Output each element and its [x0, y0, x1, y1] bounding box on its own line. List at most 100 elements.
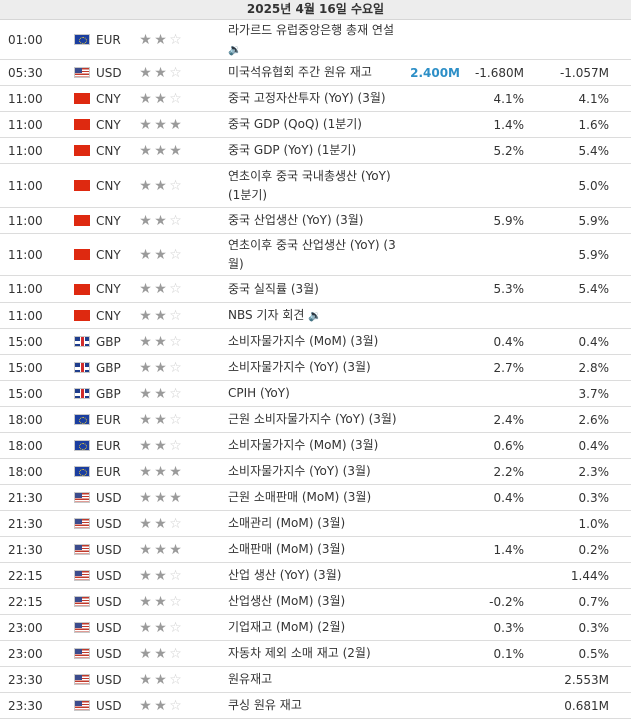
- event-name[interactable]: 연초이후 중국 산업생산 (YoY) (3월): [228, 234, 398, 275]
- speaker-icon[interactable]: 🔉: [228, 42, 242, 56]
- event-row[interactable]: 15:00 GBP ★ ★ ☆ CPIH (YoY) 3.7%: [0, 381, 631, 407]
- event-name-text[interactable]: 중국 GDP (QoQ) (1분기): [228, 117, 362, 131]
- event-row[interactable]: 22:15 USD ★ ★ ☆ 산업생산 (MoM) (3월) -0.2% 0.7%: [0, 589, 631, 615]
- event-name[interactable]: CPIH (YoY): [228, 381, 398, 406]
- event-name-text[interactable]: 중국 산업생산 (YoY) (3월): [228, 213, 364, 227]
- event-row[interactable]: 22:15 USD ★ ★ ☆ 산업 생산 (YoY) (3월) 1.44%: [0, 563, 631, 589]
- event-name-text[interactable]: 근원 소매판매 (MoM) (3월): [228, 490, 372, 504]
- event-name[interactable]: 소매판매 (MoM) (3월): [228, 537, 398, 562]
- previous-value: -1.057M: [559, 65, 609, 80]
- event-row[interactable]: 21:30 USD ★ ★ ★ 소매판매 (MoM) (3월) 1.4% 0.2%: [0, 537, 631, 563]
- star-filled-icon: ★: [154, 489, 167, 506]
- event-name-text[interactable]: 소비자물가지수 (MoM) (3월): [228, 438, 379, 452]
- actual-value: [398, 138, 460, 163]
- calendar-rows: 01:00 EUR ★ ★ ☆ 라가르드 유럽중앙은행 총재 연설 🔉 05:30 USD ★ ★ ☆…: [0, 20, 631, 719]
- flag-cell: [74, 303, 90, 328]
- event-name[interactable]: 소비자물가지수 (MoM) (3월): [228, 433, 398, 458]
- event-name-text[interactable]: 라가르드 유럽중앙은행 총재 연설: [228, 22, 395, 37]
- star-filled-icon: ★: [154, 593, 167, 610]
- event-row[interactable]: 05:30 USD ★ ★ ☆ 미국석유협회 주간 원유 재고 2.400M -1.680M -…: [0, 60, 631, 86]
- event-name[interactable]: 기업재고 (MoM) (2월): [228, 615, 398, 640]
- event-row[interactable]: 11:00 CNY ★ ★ ☆ 중국 산업생산 (YoY) (3월) 5.9% 5.9%: [0, 208, 631, 234]
- event-name[interactable]: 라가르드 유럽중앙은행 총재 연설 🔉: [228, 20, 398, 59]
- event-name-text[interactable]: 중국 실직률 (3월): [228, 281, 319, 296]
- event-name-text[interactable]: 중국 GDP (YoY) (1분기): [228, 143, 357, 157]
- event-name[interactable]: 자동차 제외 소매 재고 (2월): [228, 641, 398, 666]
- event-name-text[interactable]: 연초이후 중국 산업생산 (YoY) (3월): [228, 237, 396, 271]
- event-row[interactable]: 15:00 GBP ★ ★ ☆ 소비자물가지수 (MoM) (3월) 0.4% 0.4%: [0, 329, 631, 355]
- importance-stars: ★ ★ ☆: [138, 407, 193, 432]
- event-name-text[interactable]: 자동차 제외 소매 재고 (2월): [228, 646, 371, 660]
- star-filled-icon: ★: [154, 142, 167, 159]
- star-filled-icon: ★: [154, 359, 167, 376]
- event-row[interactable]: 11:00 CNY ★ ★ ☆ 중국 고정자산투자 (YoY) (3월) 4.1% 4.1%: [0, 86, 631, 112]
- event-row[interactable]: 18:00 EUR ★ ★ ★ 소비자물가지수 (YoY) (3월) 2.2% 2.3%: [0, 459, 631, 485]
- event-name[interactable]: 중국 산업생산 (YoY) (3월): [228, 208, 398, 233]
- previous-value: 5.0%: [578, 178, 610, 193]
- event-row[interactable]: 11:00 CNY ★ ★ ★ 중국 GDP (YoY) (1분기) 5.2% 5.4%: [0, 138, 631, 164]
- event-row[interactable]: 21:30 USD ★ ★ ☆ 소매관리 (MoM) (3월) 1.0%: [0, 511, 631, 537]
- event-row[interactable]: 11:00 CNY ★ ★ ☆ 중국 실직률 (3월) 5.3% 5.4%: [0, 276, 631, 303]
- star-filled-icon: ★: [139, 90, 152, 107]
- event-name[interactable]: 근원 소비자물가지수 (YoY) (3월): [228, 407, 398, 432]
- event-row[interactable]: 01:00 EUR ★ ★ ☆ 라가르드 유럽중앙은행 총재 연설 🔉: [0, 20, 631, 60]
- event-name-text[interactable]: 중국 고정자산투자 (YoY) (3월): [228, 91, 386, 105]
- event-name-text[interactable]: 산업 생산 (YoY) (3월): [228, 568, 342, 582]
- event-name-text[interactable]: 기업재고 (MoM) (2월): [228, 620, 346, 634]
- event-name-text[interactable]: 소비자물가지수 (MoM) (3월): [228, 334, 379, 348]
- importance-stars: ★ ★ ☆: [138, 60, 193, 85]
- event-name[interactable]: 소매관리 (MoM) (3월): [228, 511, 398, 536]
- event-row[interactable]: 18:00 EUR ★ ★ ☆ 소비자물가지수 (MoM) (3월) 0.6% 0.4%: [0, 433, 631, 459]
- star-filled-icon: ★: [139, 697, 152, 714]
- event-name[interactable]: 미국석유협회 주간 원유 재고: [228, 60, 398, 85]
- currency-code: CNY: [96, 308, 121, 323]
- event-name[interactable]: 산업생산 (MoM) (3월): [228, 589, 398, 614]
- event-name[interactable]: 소비자물가지수 (YoY) (3월): [228, 459, 398, 484]
- event-name[interactable]: 중국 GDP (YoY) (1분기): [228, 138, 398, 163]
- event-row[interactable]: 23:30 USD ★ ★ ☆ 원유재고 2.553M: [0, 667, 631, 693]
- speaker-icon[interactable]: 🔉: [308, 309, 323, 322]
- event-name-text[interactable]: 소비자물가지수 (YoY) (3월): [228, 360, 371, 374]
- event-name[interactable]: 쿠싱 원유 재고: [228, 693, 398, 718]
- event-name[interactable]: NBS 기자 회견 🔉: [228, 303, 398, 328]
- event-name-text[interactable]: 소매관리 (MoM) (3월): [228, 516, 346, 530]
- previous-value: 5.9%: [578, 247, 610, 262]
- event-name[interactable]: 중국 실직률 (3월): [228, 276, 398, 302]
- event-time: 23:30: [8, 698, 43, 713]
- event-name[interactable]: 연초이후 중국 국내총생산 (YoY) (1분기): [228, 164, 398, 207]
- event-name[interactable]: 소비자물가지수 (MoM) (3월): [228, 329, 398, 354]
- event-name-text[interactable]: 근원 소비자물가지수 (YoY) (3월): [228, 412, 397, 426]
- date-header: 2025년 4월 16일 수요일: [0, 0, 631, 20]
- event-row[interactable]: 21:30 USD ★ ★ ★ 근원 소매판매 (MoM) (3월) 0.4% 0.3%: [0, 485, 631, 511]
- event-row[interactable]: 15:00 GBP ★ ★ ☆ 소비자물가지수 (YoY) (3월) 2.7% 2.8%: [0, 355, 631, 381]
- event-name-text[interactable]: 원유재고: [228, 672, 273, 686]
- forecast-value: -0.2%: [489, 594, 524, 609]
- event-name[interactable]: 산업 생산 (YoY) (3월): [228, 563, 398, 588]
- event-row[interactable]: 23:30 USD ★ ★ ☆ 쿠싱 원유 재고 0.681M: [0, 693, 631, 719]
- event-name[interactable]: 소비자물가지수 (YoY) (3월): [228, 355, 398, 380]
- event-name-text[interactable]: 소비자물가지수 (YoY) (3월): [228, 464, 371, 478]
- event-row[interactable]: 11:00 CNY ★ ★ ★ 중국 GDP (QoQ) (1분기) 1.4% 1.6%: [0, 112, 631, 138]
- star-filled-icon: ★: [139, 645, 152, 662]
- event-name[interactable]: 중국 고정자산투자 (YoY) (3월): [228, 86, 398, 111]
- event-row[interactable]: 11:00 CNY ★ ★ ☆ NBS 기자 회견 🔉: [0, 303, 631, 329]
- event-name[interactable]: 원유재고: [228, 667, 398, 692]
- event-name-text[interactable]: CPIH (YoY): [228, 386, 290, 400]
- star-filled-icon: ★: [154, 333, 167, 350]
- event-name[interactable]: 근원 소매판매 (MoM) (3월): [228, 485, 398, 510]
- event-row[interactable]: 11:00 CNY ★ ★ ☆ 연초이후 중국 국내총생산 (YoY) (1분기) 5.0%: [0, 164, 631, 208]
- event-row[interactable]: 11:00 CNY ★ ★ ☆ 연초이후 중국 산업생산 (YoY) (3월) 5.9%: [0, 234, 631, 276]
- event-name[interactable]: 중국 GDP (QoQ) (1분기): [228, 112, 398, 137]
- event-row[interactable]: 18:00 EUR ★ ★ ☆ 근원 소비자물가지수 (YoY) (3월) 2.4% 2.6%: [0, 407, 631, 433]
- event-name-text[interactable]: 미국석유협회 주간 원유 재고: [228, 65, 372, 79]
- previous-value: 0.4%: [578, 334, 610, 349]
- star-filled-icon: ★: [154, 31, 167, 48]
- event-row[interactable]: 23:00 USD ★ ★ ☆ 기업재고 (MoM) (2월) 0.3% 0.3%: [0, 615, 631, 641]
- event-name-text[interactable]: 쿠싱 원유 재고: [228, 698, 302, 712]
- event-row[interactable]: 23:00 USD ★ ★ ☆ 자동차 제외 소매 재고 (2월) 0.1% 0.5%: [0, 641, 631, 667]
- event-name-text[interactable]: 연초이후 중국 국내총생산 (YoY) (1분기): [228, 168, 391, 202]
- event-name-text[interactable]: 소매판매 (MoM) (3월): [228, 542, 346, 556]
- event-name-text[interactable]: NBS 기자 회견: [228, 308, 305, 322]
- event-name-text[interactable]: 산업생산 (MoM) (3월): [228, 594, 346, 608]
- star-filled-icon: ★: [139, 593, 152, 610]
